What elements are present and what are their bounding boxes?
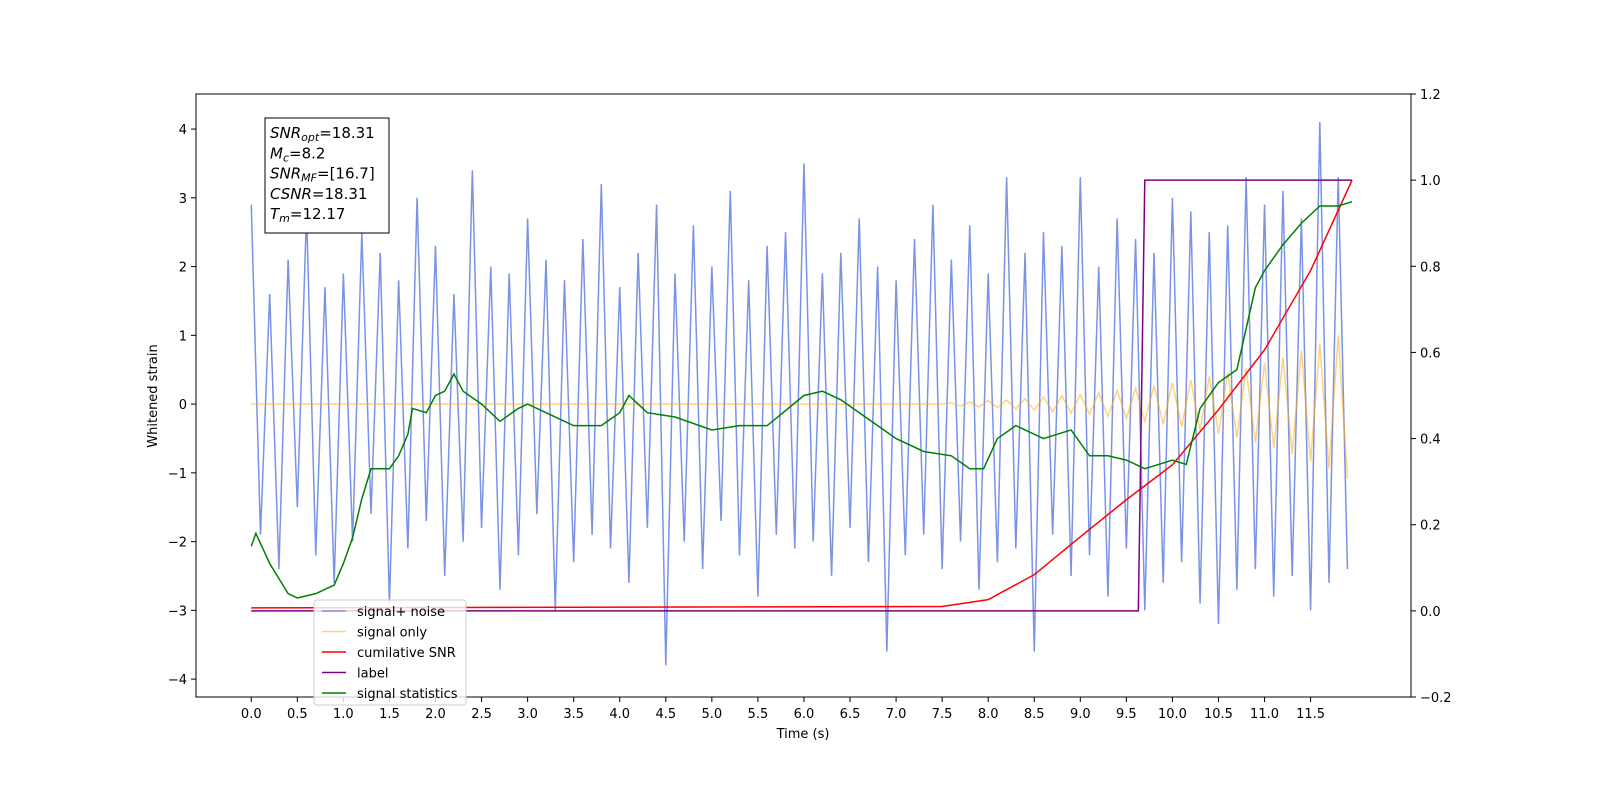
y2-tick-label: 0.4 xyxy=(1420,433,1441,448)
legend-label: label xyxy=(357,667,388,682)
annotation-subscript: opt xyxy=(301,131,320,144)
annotation-text: =[16.7] xyxy=(317,165,375,183)
annotation-text: =18.31 xyxy=(319,124,375,142)
x-tick-label: 9.0 xyxy=(1070,707,1091,722)
y-tick-label: −1 xyxy=(168,467,187,482)
series-line xyxy=(250,200,1353,599)
annotation-text: =8.2 xyxy=(289,144,325,162)
annotation-symbol: SNR xyxy=(270,165,301,183)
annotation-text: =18.31 xyxy=(312,185,368,203)
x-tick-label: 6.0 xyxy=(794,707,815,722)
x-tick-label: 11.0 xyxy=(1250,707,1279,722)
y2-tick-label: 0.2 xyxy=(1420,519,1441,534)
y-tick-label: −2 xyxy=(168,536,187,551)
annotation-line: SNRopt=18.31 xyxy=(270,124,375,144)
annotation-line: CSNR=18.31 xyxy=(270,185,367,203)
annotation-subscript: c xyxy=(283,151,289,164)
y2-tick-label: 0.0 xyxy=(1420,605,1441,620)
x-tick-label: 3.0 xyxy=(517,707,538,722)
x-tick-label: 11.5 xyxy=(1296,707,1325,722)
x-axis-label: Time (s) xyxy=(776,727,830,742)
legend-label: cumilative SNR xyxy=(357,646,456,661)
series-line xyxy=(251,179,1353,609)
annotation-symbol: M xyxy=(270,144,283,162)
x-tick-label: 5.0 xyxy=(702,707,723,722)
annotation-symbol: CSNR xyxy=(270,185,312,203)
annotation-line: Tm=12.17 xyxy=(270,205,345,225)
plot-area xyxy=(250,122,1353,666)
x-tick-label: 6.5 xyxy=(840,707,861,722)
annotation-subscript: MF xyxy=(301,172,317,185)
x-tick-label: 9.5 xyxy=(1116,707,1137,722)
y-tick-label: −3 xyxy=(168,604,187,619)
x-tick-label: 7.5 xyxy=(932,707,953,722)
y2-tick-label: 1.2 xyxy=(1420,88,1441,103)
x-tick-label: 4.0 xyxy=(609,707,630,722)
x-tick-label: 10.0 xyxy=(1158,707,1187,722)
y-tick-label: 4 xyxy=(179,123,187,138)
x-tick-label: 4.5 xyxy=(655,707,676,722)
x-tick-label: 5.5 xyxy=(748,707,769,722)
y-tick-label: 2 xyxy=(179,261,187,276)
annotation-symbol: SNR xyxy=(270,124,301,142)
series-line xyxy=(251,335,1349,479)
x-tick-label: 10.5 xyxy=(1204,707,1233,722)
annotation-symbol: T xyxy=(270,205,281,223)
x-tick-label: 1.5 xyxy=(379,707,400,722)
x-tick-label: 0.5 xyxy=(287,707,308,722)
x-tick-label: 2.0 xyxy=(425,707,446,722)
y-tick-label: 1 xyxy=(179,329,187,344)
y-axis-label: Whitened strain xyxy=(146,344,161,447)
x-tick-label: 3.5 xyxy=(563,707,584,722)
y2-tick-label: 0.8 xyxy=(1420,260,1441,275)
y-tick-label: 3 xyxy=(179,192,187,207)
x-tick-label: 8.5 xyxy=(1024,707,1045,722)
legend-label: signal only xyxy=(357,626,427,641)
y2-tick-label: −0.2 xyxy=(1420,691,1452,706)
annotation-line: Mc=8.2 xyxy=(270,144,325,164)
x-tick-label: 2.5 xyxy=(471,707,492,722)
legend-label: signal+ noise xyxy=(357,605,445,620)
x-tick-label: 0.0 xyxy=(241,707,262,722)
annotation-box xyxy=(264,117,390,234)
x-tick-label: 8.0 xyxy=(978,707,999,722)
x-tick-label: 1.0 xyxy=(333,707,354,722)
y2-tick-label: 1.0 xyxy=(1420,174,1441,189)
series-line xyxy=(250,122,1349,666)
series-line xyxy=(251,179,1353,612)
y-tick-label: −4 xyxy=(168,673,187,688)
annotation-line: SNRMF=[16.7] xyxy=(270,165,375,185)
y2-tick-label: 0.6 xyxy=(1420,346,1441,361)
legend-label: signal statistics xyxy=(357,687,458,702)
annotation-subscript: m xyxy=(279,212,290,225)
legend-box xyxy=(313,599,467,706)
y-tick-label: 0 xyxy=(179,398,187,413)
annotation-text: =12.17 xyxy=(290,205,346,223)
x-tick-label: 7.0 xyxy=(886,707,907,722)
